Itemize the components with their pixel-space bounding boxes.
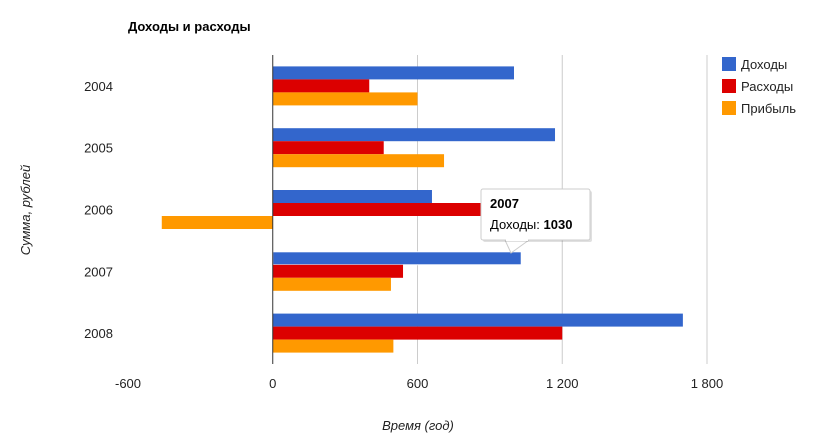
bar-2006-Прибыль[interactable] [161, 216, 273, 229]
bar-2004-Расходы[interactable] [272, 79, 370, 93]
legend-swatch-2 [722, 101, 736, 115]
bar-2008-Доходы[interactable] [272, 313, 683, 327]
bar-2005-Доходы[interactable] [272, 128, 556, 142]
x-axis-title: Время (год) [382, 418, 454, 433]
bar-2005-Прибыль[interactable] [272, 154, 445, 168]
x-tick-labels: -600 0 600 1 200 1 800 [115, 376, 723, 391]
legend-swatch-1 [722, 79, 736, 93]
x-tick-2: 600 [407, 376, 429, 391]
y-tick-2007: 2007 [84, 264, 113, 279]
y-axis-title: Сумма, рублей [18, 165, 33, 255]
bar-2006-Доходы[interactable] [272, 190, 432, 203]
y-tick-2004: 2004 [84, 79, 113, 94]
legend-label-2: Прибыль [741, 101, 796, 116]
y-tick-2006: 2006 [84, 203, 113, 218]
y-tick-labels: 2004 2005 2006 2007 2008 [84, 79, 113, 341]
tooltip-title: 2007 [490, 196, 519, 211]
chart-title: Доходы и расходы [128, 19, 251, 34]
x-tick-0: -600 [115, 376, 141, 391]
bar-2007-Прибыль[interactable] [272, 277, 391, 291]
bar-2004-Доходы[interactable] [272, 66, 514, 80]
bar-2007-Расходы[interactable] [272, 264, 404, 278]
x-tick-1: 0 [269, 376, 276, 391]
legend-label-0: Доходы [741, 57, 787, 72]
bar-2008-Прибыль[interactable] [272, 339, 394, 353]
bar-2005-Расходы[interactable] [272, 141, 384, 155]
x-tick-3: 1 200 [546, 376, 579, 391]
y-tick-2005: 2005 [84, 141, 113, 156]
y-tick-2008: 2008 [84, 326, 113, 341]
tooltip-pointer-join [506, 239, 528, 241]
x-tick-4: 1 800 [691, 376, 724, 391]
bar-2008-Расходы[interactable] [272, 326, 563, 340]
tooltip: 2007 Доходы: 1030 [480, 188, 592, 254]
tooltip-value: Доходы: 1030 [490, 217, 572, 232]
bars [161, 66, 683, 353]
legend: Доходы Расходы Прибыль [722, 57, 796, 116]
legend-label-1: Расходы [741, 79, 793, 94]
bar-2006-Расходы[interactable] [272, 203, 543, 216]
bar-2004-Прибыль[interactable] [272, 92, 418, 106]
bar-2007-Доходы[interactable] [272, 251, 522, 266]
legend-swatch-0 [722, 57, 736, 71]
tooltip-box [480, 188, 591, 241]
